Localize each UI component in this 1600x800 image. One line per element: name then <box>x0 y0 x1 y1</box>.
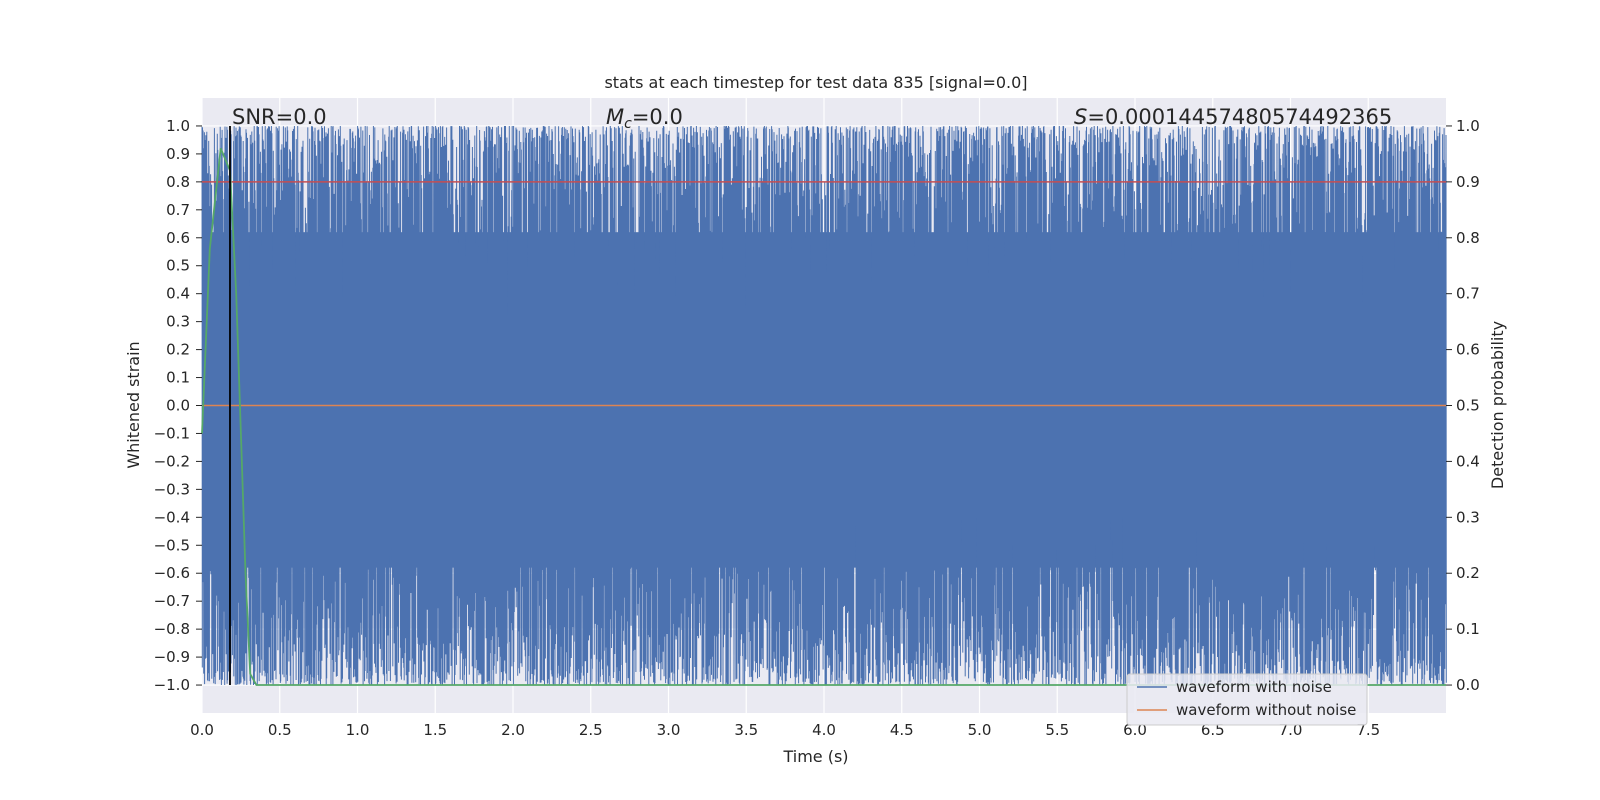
right-tick-label: 0.9 <box>1456 173 1480 191</box>
legend-box <box>1126 673 1368 726</box>
chirp-mass-annotation: Mc=0.0 <box>606 105 683 132</box>
y-tick-label: −0.8 <box>154 620 190 638</box>
legend-label-clean: waveform without noise <box>1176 701 1356 719</box>
x-tick-label: 5.5 <box>1045 721 1069 739</box>
y-tick-label: −0.7 <box>154 592 190 610</box>
right-tick-label: 0.6 <box>1456 341 1480 359</box>
y-axis-left: 1.0 0.9 0.8 0.7 0.6 0.5 0.4 0.3 0.2 0.1 0.0 −0.1 −0.… <box>154 117 202 694</box>
y-tick-label: −0.5 <box>154 536 190 554</box>
x-tick-label: 1.0 <box>346 721 370 739</box>
series-waveform-with-noise <box>201 125 1447 686</box>
y-tick-label: −0.3 <box>154 480 190 498</box>
legend-label-noise: waveform with noise <box>1176 678 1332 696</box>
noise-trace <box>201 125 1447 686</box>
y-tick-label: 0.1 <box>166 369 190 387</box>
y-tick-label: 0.0 <box>166 397 190 415</box>
x-tick-label: 4.5 <box>890 721 914 739</box>
chart-title: stats at each timestep for test data 835… <box>604 73 1027 92</box>
right-tick-label: 0.4 <box>1456 452 1480 470</box>
y-axis-right: 1.0 0.9 0.8 0.7 0.6 0.5 0.4 0.3 0.2 0.1 0.0 <box>1446 117 1480 694</box>
right-tick-label: 0.3 <box>1456 508 1480 526</box>
x-tick-label: 1.5 <box>423 721 447 739</box>
x-tick-label: 5.0 <box>968 721 992 739</box>
y-tick-label: 0.3 <box>166 313 190 331</box>
snr-annotation: SNR=0.0 <box>232 105 327 129</box>
y-tick-label: −1.0 <box>154 676 190 694</box>
y-axis-right-label: Detection probability <box>1488 321 1507 489</box>
y-tick-label: −0.9 <box>154 648 190 666</box>
y-tick-label: 0.9 <box>166 145 190 163</box>
x-tick-label: 3.0 <box>657 721 681 739</box>
s-annotation: S=0.00014457480574492365 <box>1074 105 1392 129</box>
x-tick-label: 2.0 <box>501 721 525 739</box>
right-tick-label: 0.7 <box>1456 285 1480 303</box>
legend: waveform with noise waveform without noi… <box>1126 673 1368 726</box>
y-tick-label: −0.2 <box>154 452 190 470</box>
x-tick-label: 0.0 <box>190 721 214 739</box>
y-tick-label: 0.7 <box>166 201 190 219</box>
x-tick-label: 4.0 <box>812 721 836 739</box>
right-tick-label: 0.8 <box>1456 229 1480 247</box>
y-tick-label: 0.5 <box>166 257 190 275</box>
right-tick-label: 0.5 <box>1456 397 1480 415</box>
y-tick-label: 0.4 <box>166 285 190 303</box>
y-tick-label: 0.6 <box>166 229 190 247</box>
y-tick-label: 1.0 <box>166 117 190 135</box>
x-tick-label: 2.5 <box>579 721 603 739</box>
right-tick-label: 0.1 <box>1456 620 1480 638</box>
x-tick-label: 3.5 <box>734 721 758 739</box>
y-tick-label: −0.1 <box>154 424 190 442</box>
y-tick-label: 0.2 <box>166 341 190 359</box>
y-tick-label: −0.4 <box>154 508 190 526</box>
x-tick-label: 0.5 <box>268 721 292 739</box>
y-axis-label: Whitened strain <box>124 341 143 468</box>
right-tick-label: 0.2 <box>1456 564 1480 582</box>
y-tick-label: −0.6 <box>154 564 190 582</box>
right-tick-label: 0.0 <box>1456 676 1480 694</box>
detection-probability-line <box>201 147 1446 686</box>
lines-layer <box>201 125 1446 686</box>
y-tick-label: 0.8 <box>166 173 190 191</box>
right-tick-label: 1.0 <box>1456 117 1480 135</box>
x-axis-label: Time (s) <box>782 747 848 766</box>
